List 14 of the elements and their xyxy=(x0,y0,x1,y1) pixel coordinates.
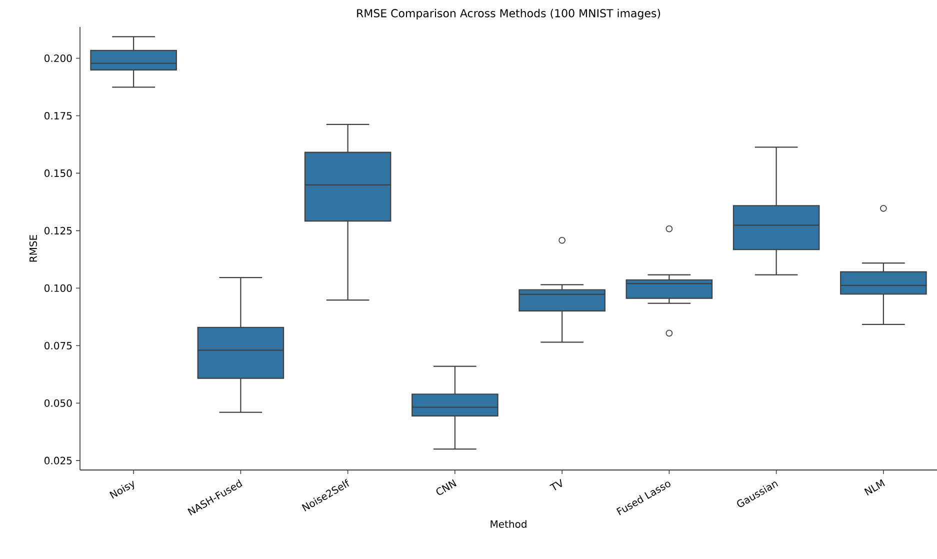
y-tick-label: 0.100 xyxy=(44,284,72,292)
chart-title: RMSE Comparison Across Methods (100 MNIST images) xyxy=(357,8,660,20)
x-tick-label: TV xyxy=(550,478,562,490)
y-tick-label: 0.125 xyxy=(44,226,72,234)
y-tick-label: 0.025 xyxy=(44,456,72,464)
y-tick-label: 0.050 xyxy=(44,399,72,407)
x-tick-label: NLM xyxy=(864,479,885,496)
y-tick-label: 0.150 xyxy=(44,169,72,177)
x-tick-label: CNN xyxy=(436,479,457,495)
x-axis-title: Method xyxy=(490,520,526,528)
y-axis-title: RMSE xyxy=(29,235,38,262)
y-tick-label: 0.200 xyxy=(44,54,72,62)
y-tick-label: 0.175 xyxy=(44,112,72,120)
y-tick-label: 0.075 xyxy=(44,342,72,350)
